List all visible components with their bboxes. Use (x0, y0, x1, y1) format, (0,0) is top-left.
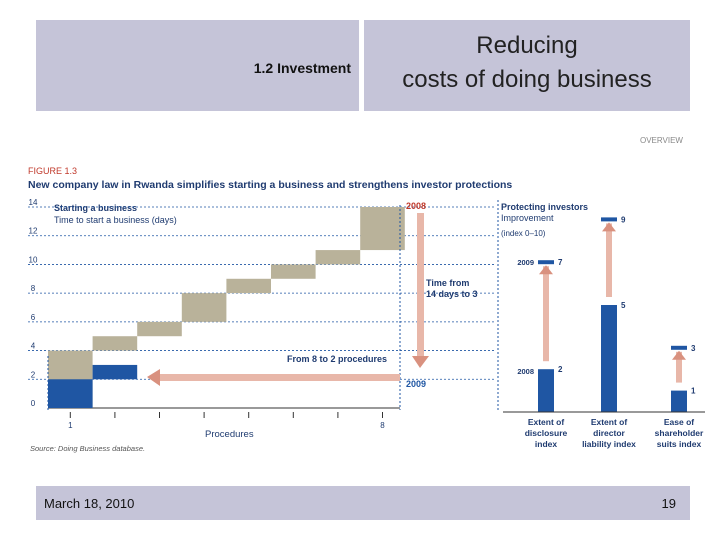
footer-bar: March 18, 2010 19 (36, 486, 690, 520)
left-y-tick-label: 10 (29, 255, 38, 264)
series-2009-label: 2009 (517, 258, 534, 267)
bar-2008-procedure-3 (137, 321, 182, 337)
series-2008-label: 2008 (517, 367, 534, 376)
bar-2008-procedure-4 (181, 293, 227, 322)
slide-title-line-1: Reducing (476, 32, 578, 59)
protecting-investors-chart: Protecting investors Improvement (index … (497, 200, 705, 449)
value-2009-label: 7 (558, 258, 563, 267)
procedures-change-label: From 8 to 2 procedures (287, 354, 387, 364)
procedures-arrow-head (147, 369, 160, 386)
category-label: Extent of (528, 417, 565, 427)
left-y-tick-label: 6 (31, 313, 36, 322)
footer-date: March 18, 2010 (44, 496, 135, 511)
left-y-tick-label: 8 (31, 284, 36, 293)
bar-2008-procedure-8 (360, 207, 405, 251)
bar-2009-procedure-1 (48, 379, 93, 408)
time-arrow-shaft (417, 213, 424, 359)
marker-2009-3 (671, 345, 687, 350)
improvement-arrow-head-1 (539, 265, 553, 275)
bar-2008-procedure-2 (92, 336, 138, 351)
improvement-arrow-head-3 (672, 350, 686, 360)
left-x-tick-label: 1 (68, 421, 73, 430)
source-note: Source: Doing Business database. (30, 444, 145, 453)
starting-business-chart: Starting a business Time to start a busi… (28, 198, 496, 440)
improvement-arrow-head-2 (602, 222, 616, 232)
right-chart-title: Protecting investors (501, 202, 588, 212)
category-label: director (593, 428, 625, 438)
category-label: disclosure (525, 428, 568, 438)
bar-2008-2 (601, 305, 617, 412)
left-chart-title: Starting a business (54, 203, 137, 213)
category-label: shareholder (655, 428, 704, 438)
year-2008-label: 2008 (406, 201, 426, 211)
value-2008-label: 1 (691, 387, 696, 396)
left-y-tick-label: 2 (31, 370, 36, 379)
left-x-tick-label: 8 (380, 421, 385, 430)
category-label: index (535, 439, 557, 449)
figure-title: New company law in Rwanda simplifies sta… (28, 179, 512, 191)
value-2008-label: 5 (621, 301, 626, 310)
bar-2008-procedure-5 (226, 278, 271, 294)
left-y-tick-label: 12 (29, 227, 38, 236)
left-y-tick-label: 0 (31, 399, 36, 408)
year-2009-label: 2009 (406, 379, 426, 389)
category-label: suits index (657, 439, 702, 449)
left-y-tick-label: 4 (31, 342, 36, 351)
value-2008-label: 2 (558, 365, 563, 374)
bar-2008-procedure-7 (315, 250, 361, 265)
header-left-panel: 1.2 Investment (36, 20, 359, 111)
header-right-panel: Reducing costs of doing business (364, 20, 690, 111)
bar-2008-1 (538, 369, 554, 412)
figure-number: FIGURE 1.3 (28, 166, 77, 176)
right-chart-range: (index 0–10) (501, 229, 546, 238)
category-label: Extent of (591, 417, 628, 427)
improvement-arrow-shaft-1 (543, 266, 549, 362)
improvement-arrow-shaft-2 (606, 223, 612, 297)
time-arrow-head (412, 356, 429, 368)
left-chart-subtitle: Time to start a business (days) (54, 215, 177, 225)
bar-2009-procedure-2 (92, 364, 138, 380)
x-axis-label: Procedures (205, 429, 254, 440)
category-label: liability index (582, 439, 636, 449)
marker-2009-1 (538, 260, 554, 265)
time-range-label: 14 days to 3 (426, 289, 478, 299)
bar-2008-procedure-6 (271, 264, 316, 279)
value-2009-label: 9 (621, 215, 626, 224)
overview-tag: OVERVIEW (640, 136, 683, 145)
procedures-arrow-shaft (160, 374, 400, 381)
improvement-arrow-shaft-3 (676, 351, 682, 383)
time-from-label: Time from (426, 278, 469, 288)
page-number: 19 (661, 496, 676, 511)
marker-2009-2 (601, 217, 617, 222)
slide-title-line-2: costs of doing business (402, 66, 652, 93)
right-chart-subtitle: Improvement (501, 213, 554, 223)
section-label: 1.2 Investment (253, 60, 351, 76)
bar-2008-3 (671, 390, 687, 412)
category-label: Ease of (664, 417, 694, 427)
left-y-tick-label: 14 (29, 198, 38, 207)
value-2009-label: 3 (691, 344, 696, 353)
